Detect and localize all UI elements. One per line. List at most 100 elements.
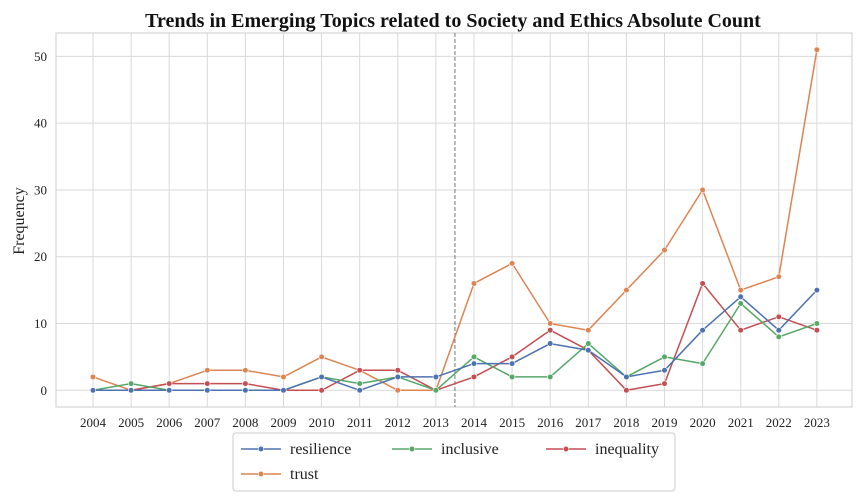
inequality-point bbox=[775, 313, 782, 320]
plot-frame bbox=[55, 32, 853, 408]
inequality-point bbox=[394, 367, 401, 374]
resilience-point bbox=[166, 387, 173, 394]
y-tick-label: 40 bbox=[34, 116, 47, 131]
inequality-point bbox=[508, 353, 516, 361]
legend-resilience-marker bbox=[257, 445, 265, 453]
trust-point bbox=[89, 373, 97, 381]
resilience-point bbox=[661, 367, 668, 374]
resilience-point bbox=[470, 360, 478, 367]
inclusive-point bbox=[128, 380, 135, 387]
y-tick-label: 20 bbox=[34, 249, 47, 264]
trust-point bbox=[585, 327, 592, 334]
x-tick-label: 2012 bbox=[385, 415, 411, 430]
inclusive-point bbox=[547, 373, 554, 381]
series-inequality bbox=[89, 280, 821, 394]
legend-trust-marker bbox=[257, 470, 265, 478]
resilience-line bbox=[93, 289, 818, 392]
x-tick-label: 2019 bbox=[652, 415, 678, 430]
resilience-point bbox=[508, 360, 516, 367]
inequality-line bbox=[93, 282, 818, 392]
legend-inclusive-label: inclusive bbox=[441, 441, 499, 458]
inequality-point bbox=[661, 380, 668, 387]
resilience-point bbox=[547, 340, 554, 347]
inclusive-point bbox=[508, 373, 516, 381]
inclusive-point bbox=[661, 353, 668, 361]
trust-point bbox=[318, 353, 325, 361]
x-tick-label: 2020 bbox=[690, 415, 716, 430]
series-layer bbox=[89, 46, 821, 394]
x-tick-label: 2009 bbox=[271, 415, 297, 430]
x-tick-label: 2015 bbox=[499, 415, 525, 430]
grid bbox=[56, 33, 852, 407]
x-tick-label: 2006 bbox=[156, 415, 183, 430]
resilience-point bbox=[356, 387, 363, 394]
trust-point bbox=[699, 186, 706, 194]
resilience-point bbox=[128, 387, 135, 394]
trust-point bbox=[242, 367, 249, 374]
x-tick-label: 2005 bbox=[118, 415, 144, 430]
legend: resilience inclusive inequality trust bbox=[232, 432, 676, 492]
series-resilience bbox=[89, 287, 821, 394]
series-trust bbox=[89, 46, 821, 394]
x-tick-label: 2014 bbox=[461, 415, 488, 430]
x-tick-label: 2007 bbox=[194, 415, 221, 430]
trust-point bbox=[394, 387, 401, 394]
inequality-point bbox=[623, 387, 630, 394]
chart-title: Trends in Emerging Topics related to Soc… bbox=[145, 10, 761, 32]
resilience-point bbox=[89, 387, 97, 394]
y-axis-label: Frequency bbox=[11, 187, 28, 255]
y-tick-label: 10 bbox=[34, 316, 47, 331]
x-tick-label: 2004 bbox=[80, 415, 107, 430]
resilience-point bbox=[775, 327, 782, 334]
resilience-point bbox=[204, 387, 211, 394]
trust-point bbox=[737, 287, 744, 294]
inequality-point bbox=[699, 280, 706, 287]
x-tick-label: 2023 bbox=[804, 415, 830, 430]
y-tick-label: 30 bbox=[34, 182, 47, 197]
resilience-point bbox=[318, 373, 325, 381]
resilience-point bbox=[813, 287, 821, 294]
resilience-point bbox=[432, 373, 440, 381]
resilience-point bbox=[242, 387, 249, 394]
x-tick-label: 2022 bbox=[766, 415, 792, 430]
x-tick-label: 2021 bbox=[728, 415, 754, 430]
legend-trust-label: trust bbox=[290, 466, 319, 483]
inequality-point bbox=[204, 380, 211, 387]
trust-point bbox=[775, 273, 782, 280]
x-tick-label: 2011 bbox=[347, 415, 373, 430]
trust-point bbox=[508, 260, 516, 267]
legend-resilience-label: resilience bbox=[290, 441, 351, 458]
x-tick-label: 2018 bbox=[613, 415, 639, 430]
x-tick-label: 2013 bbox=[423, 415, 449, 430]
x-tick-label: 2010 bbox=[309, 415, 335, 430]
y-tick-labels: 0 10 20 30 40 50 bbox=[34, 49, 47, 398]
resilience-point bbox=[280, 387, 287, 394]
inequality-point bbox=[318, 387, 325, 394]
inclusive-point bbox=[813, 320, 821, 327]
inclusive-point bbox=[699, 360, 706, 367]
legend-inequality-label: inequality bbox=[595, 441, 659, 458]
inequality-point bbox=[242, 380, 249, 387]
inclusive-point bbox=[432, 387, 440, 394]
x-tick-labels: 2004 2005 2006 2007 2008 2009 2010 2011 2012 2013… bbox=[80, 415, 830, 430]
y-tick-label: 0 bbox=[41, 383, 48, 398]
inequality-point bbox=[547, 327, 554, 334]
trust-point bbox=[470, 280, 478, 287]
y-tick-label: 50 bbox=[34, 49, 47, 64]
legend-inequality-marker bbox=[562, 445, 570, 453]
trust-point bbox=[623, 287, 630, 294]
inequality-point bbox=[166, 380, 173, 387]
trust-point bbox=[813, 46, 821, 53]
x-tick-label: 2017 bbox=[575, 415, 602, 430]
inequality-point bbox=[813, 327, 821, 334]
trust-point bbox=[661, 246, 668, 254]
trust-point bbox=[547, 320, 554, 327]
resilience-point bbox=[699, 327, 706, 334]
trust-point bbox=[280, 373, 287, 381]
inequality-point bbox=[737, 327, 744, 334]
x-tick-label: 2016 bbox=[537, 415, 564, 430]
inclusive-point bbox=[585, 340, 592, 347]
inequality-point bbox=[470, 373, 478, 381]
trust-line bbox=[92, 49, 818, 392]
